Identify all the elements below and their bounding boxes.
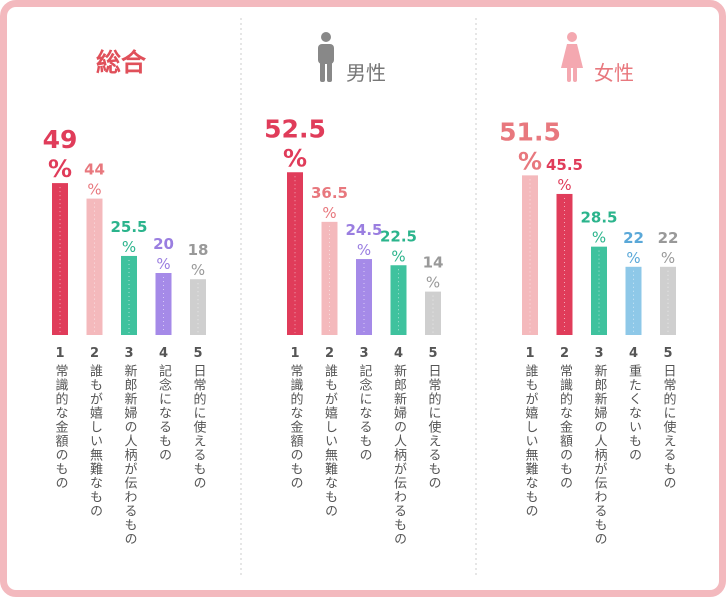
bar — [556, 193, 573, 335]
male-icon-leg — [327, 60, 332, 82]
category-rank: 5 — [663, 346, 672, 361]
category-rank: 3 — [594, 346, 603, 361]
category-rank: 1 — [55, 346, 64, 361]
data-label-value: 18 — [188, 241, 209, 259]
category-label: 常識的な金額のもの — [288, 364, 304, 490]
category-rank: 1 — [525, 346, 534, 361]
bar — [522, 175, 538, 335]
data-label-unit: % — [557, 176, 571, 194]
male-icon-leg — [320, 60, 325, 82]
data-label-value: 51.5 — [499, 117, 561, 146]
data-label-value: 52.5 — [264, 114, 326, 143]
bar — [425, 291, 441, 335]
category-rank: 3 — [359, 346, 368, 361]
data-label-unit: % — [357, 241, 371, 259]
female-icon-head — [567, 32, 577, 42]
bar — [625, 266, 642, 335]
data-label-unit: % — [426, 274, 440, 292]
category-rank: 4 — [394, 346, 403, 361]
data-label-value: 49 — [43, 125, 78, 154]
category-label: 日常的に使えるもの — [661, 364, 677, 490]
category-label: 常識的な金額のもの — [557, 364, 573, 490]
category-rank: 4 — [629, 346, 638, 361]
bar — [121, 255, 137, 335]
category-rank: 5 — [428, 346, 437, 361]
category-label: 新郎新婦の人柄が伝わるもの — [391, 363, 407, 546]
data-label-unit: % — [322, 204, 336, 222]
category-rank: 1 — [290, 346, 299, 361]
panel-title: 総合 — [96, 48, 147, 77]
female-icon-dress — [561, 44, 583, 68]
data-label-unit: % — [122, 238, 136, 256]
category-label: 誰もが嬉しい無難なもの — [322, 363, 338, 518]
category-rank: 3 — [124, 346, 133, 361]
category-label: 新郎新婦の人柄が伝わるもの — [122, 363, 138, 546]
data-label-value: 44 — [84, 161, 105, 179]
male-icon-torso — [318, 44, 334, 64]
category-rank: 2 — [90, 346, 99, 361]
chart-panel-1: 総合 49% 1 常識的な金額のもの 44% 2 誰もが嬉しい無難なもの 25.5% 3 新郎新婦… — [43, 48, 209, 546]
bar — [660, 266, 676, 335]
category-label: 誰もが嬉しい無難なもの — [523, 363, 539, 518]
data-label-unit: % — [87, 181, 101, 199]
category-label: 日常的に使えるもの — [191, 364, 207, 490]
data-label-unit: % — [518, 147, 542, 175]
male-icon — [318, 32, 334, 82]
data-label-value: 25.5 — [110, 218, 147, 236]
data-label-value: 22 — [623, 229, 644, 247]
category-rank: 5 — [193, 346, 202, 361]
bar — [356, 259, 372, 335]
category-label: 誰もが嬉しい無難なもの — [87, 363, 103, 518]
data-label-unit: % — [156, 255, 170, 273]
data-label-value: 14 — [423, 254, 444, 272]
data-label-value: 28.5 — [580, 209, 617, 227]
male-icon-head — [321, 32, 331, 42]
category-rank: 2 — [325, 346, 334, 361]
data-label-unit: % — [592, 229, 606, 247]
data-label-unit: % — [661, 249, 675, 267]
data-label-unit: % — [283, 144, 307, 172]
bar — [52, 183, 68, 335]
female-icon — [561, 32, 583, 82]
category-label: 記念になるもの — [357, 363, 373, 462]
bar — [155, 273, 172, 335]
bar — [190, 279, 206, 335]
data-label-value: 20 — [153, 235, 174, 253]
panel-title: 女性 — [594, 61, 634, 85]
category-label: 日常的に使えるもの — [426, 364, 442, 490]
data-label-value: 22 — [658, 229, 679, 247]
category-label: 常識的な金額のもの — [53, 364, 69, 490]
chart-panel-2: 男性 52.5% 1 常識的な金額のもの 36.5% 2 誰もが嬉しい無難なもの 24.5% 3… — [264, 32, 443, 546]
female-icon-leg — [573, 67, 577, 82]
data-label-value: 22.5 — [380, 227, 417, 245]
category-rank: 4 — [159, 346, 168, 361]
female-icon-leg — [567, 67, 571, 82]
panel-title: 男性 — [346, 61, 386, 85]
category-label: 新郎新婦の人柄が伝わるもの — [592, 363, 608, 546]
category-label: 記念になるもの — [156, 363, 172, 462]
bar — [390, 265, 407, 335]
data-label-value: 24.5 — [345, 221, 382, 239]
chart-panel-3: 女性 51.5% 1 誰もが嬉しい無難なもの 45.5% 2 常識的な金額のもの 28.5% 3… — [499, 32, 678, 546]
bar — [287, 172, 303, 335]
category-label: 重たくないもの — [626, 363, 642, 462]
data-label-value: 36.5 — [311, 184, 348, 202]
data-label-unit: % — [191, 261, 205, 279]
category-rank: 2 — [560, 346, 569, 361]
data-label-value: 45.5 — [546, 156, 583, 174]
data-label-unit: % — [391, 247, 405, 265]
data-label-unit: % — [48, 155, 72, 183]
data-label-unit: % — [626, 249, 640, 267]
